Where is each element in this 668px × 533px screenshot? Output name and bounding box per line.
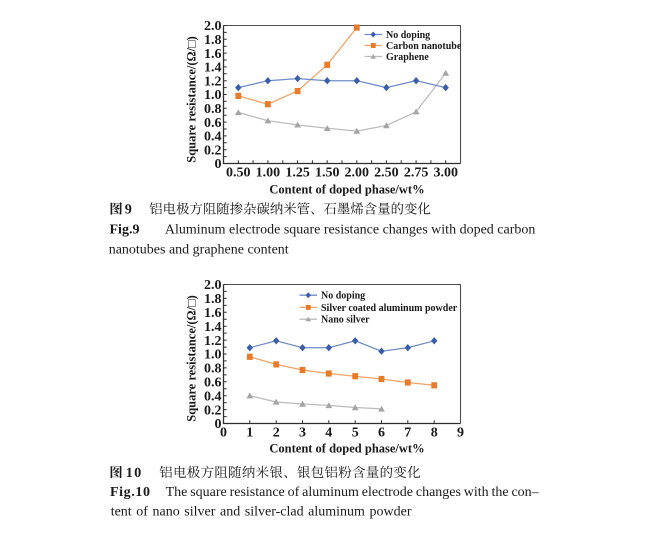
svg-text:1.25: 1.25 [285,166,310,181]
svg-text:Carbon nanotube: Carbon nanotube [386,41,462,52]
svg-text:2.50: 2.50 [374,166,399,181]
svg-text:Content of doped phase/wt%: Content of doped phase/wt% [269,442,424,456]
svg-text:0.2: 0.2 [204,143,222,158]
svg-text:0: 0 [220,426,227,441]
svg-text:0.6: 0.6 [204,116,222,131]
svg-text:Silver coated aluminum powder: Silver coated aluminum powder [321,303,458,314]
svg-text:0.8: 0.8 [204,102,222,117]
svg-text:0: 0 [215,417,222,432]
svg-text:tent of nano silver and silver: tent of nano silver and silver-clad alum… [111,505,412,520]
svg-text:9: 9 [457,426,464,441]
svg-text:8: 8 [431,426,438,441]
svg-text:5: 5 [352,426,359,441]
svg-text:0: 0 [215,157,222,172]
svg-text:Fig.9: Fig.9 [110,223,140,238]
svg-text:1.2: 1.2 [204,334,222,349]
svg-text:Content of doped phase/wt%: Content of doped phase/wt% [269,183,424,197]
svg-text:1.4: 1.4 [204,61,222,76]
svg-text:4: 4 [325,426,332,441]
svg-text:Aluminum electrode square resi: Aluminum electrode square resistance cha… [165,223,535,238]
svg-text:1.0: 1.0 [204,88,222,103]
svg-text:0.2: 0.2 [204,403,222,418]
svg-text:2.00: 2.00 [345,166,370,181]
svg-text:No doping: No doping [386,30,430,41]
svg-text:nanotubes and graphene content: nanotubes and graphene content [109,243,289,258]
svg-text:2.0: 2.0 [204,278,222,293]
svg-text:6: 6 [378,426,385,441]
svg-text:Square resistance/(Ω/□): Square resistance/(Ω/□) [185,295,199,422]
svg-text:Fig.10: Fig.10 [110,485,151,500]
svg-text:0.4: 0.4 [204,389,222,404]
svg-text:The square resistance of alumi: The square resistance of aluminum electr… [166,485,540,500]
svg-text:Square resistance/(Ω/□): Square resistance/(Ω/□) [185,36,199,163]
svg-text:3: 3 [299,426,306,441]
svg-text:1.4: 1.4 [204,320,222,335]
svg-text:1.00: 1.00 [256,166,281,181]
svg-text:1.6: 1.6 [204,306,222,321]
svg-text:1.6: 1.6 [204,47,222,62]
svg-text:Graphene: Graphene [386,52,429,63]
svg-text:1.8: 1.8 [204,33,222,48]
svg-text:No doping: No doping [321,291,365,302]
svg-text:2.0: 2.0 [204,19,222,34]
svg-text:Nano silver: Nano silver [321,315,370,326]
svg-text:0.6: 0.6 [204,376,222,391]
svg-text:1.2: 1.2 [204,74,222,89]
svg-text:7: 7 [404,426,411,441]
svg-text:1.0: 1.0 [204,348,222,363]
svg-text:0.4: 0.4 [204,130,222,145]
svg-text:0.8: 0.8 [204,362,222,377]
svg-text:1.8: 1.8 [204,292,222,307]
svg-text:1: 1 [246,426,253,441]
svg-text:3.00: 3.00 [433,166,458,181]
svg-text:0.50: 0.50 [226,166,251,181]
svg-text:2.75: 2.75 [404,166,429,181]
svg-text:2: 2 [273,426,280,441]
svg-text:1.50: 1.50 [315,166,340,181]
